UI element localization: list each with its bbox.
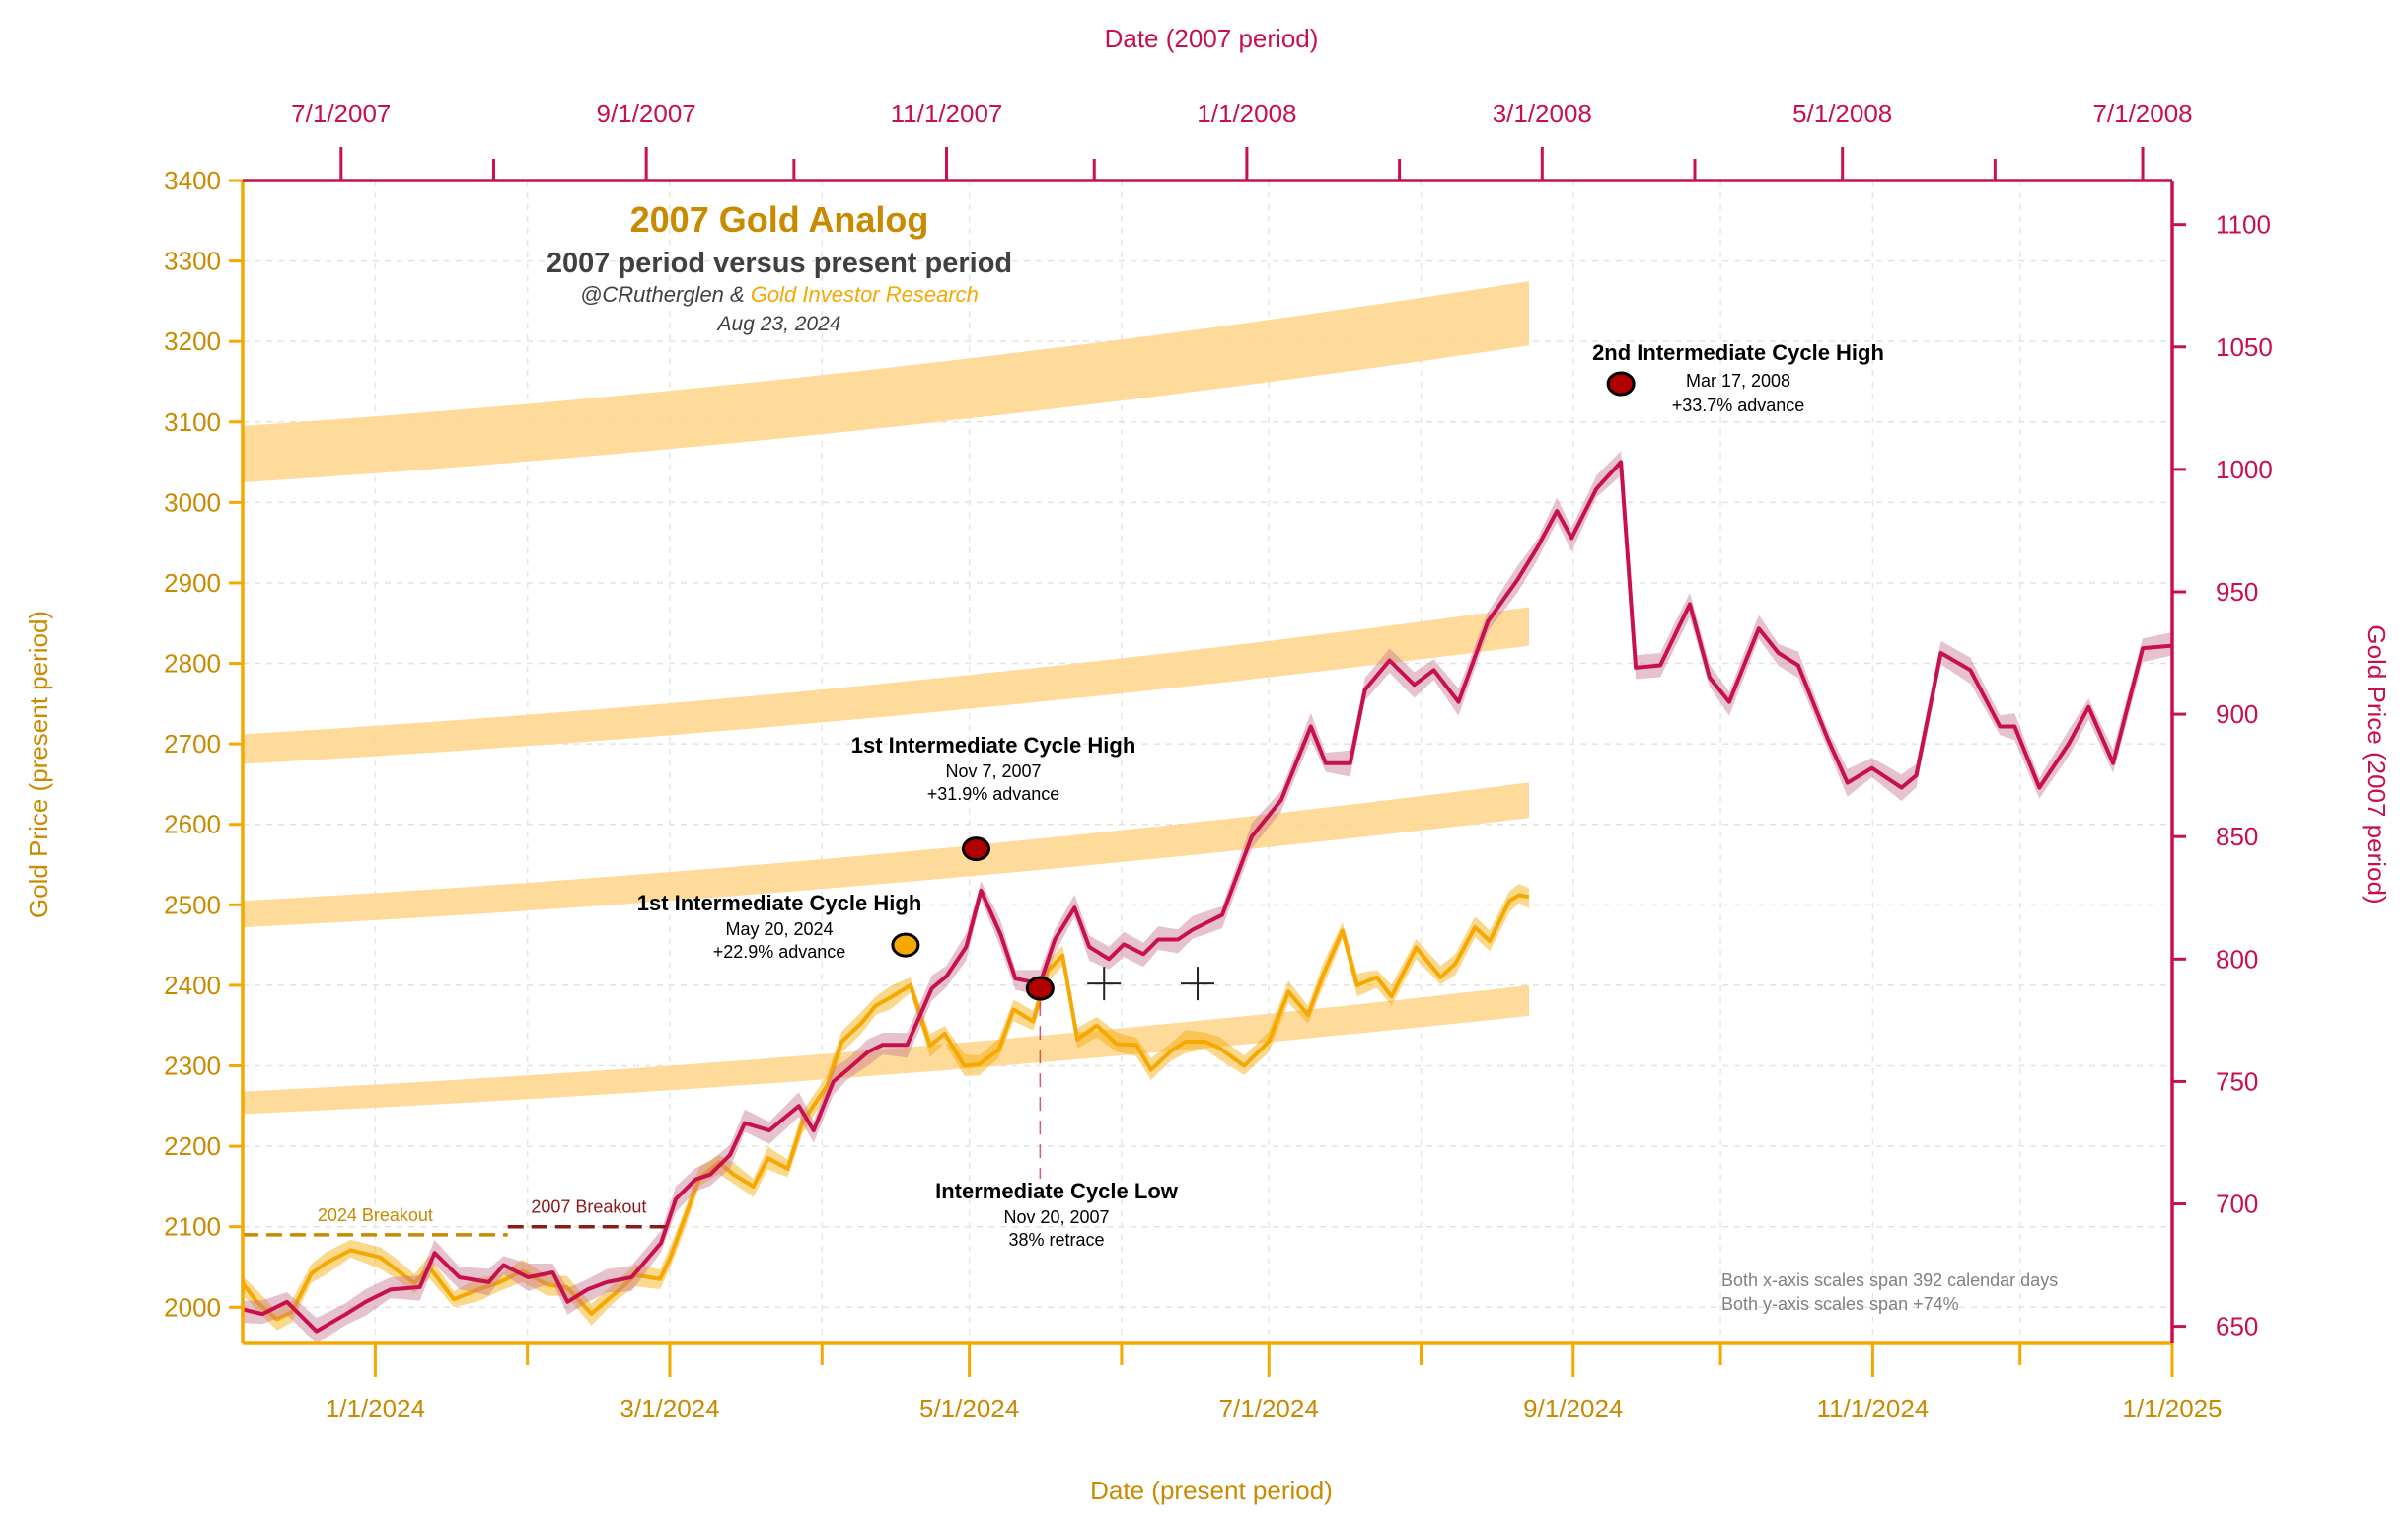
- chart-subtitle: 2007 period versus present period: [547, 248, 1012, 279]
- chart-date: Aug 23, 2024: [716, 313, 841, 335]
- ann-2nd-high-title: 2nd Intermediate Cycle High: [1592, 340, 1884, 365]
- x-bottom-tick-label: 5/1/2024: [919, 1394, 1019, 1423]
- ann-low-detail: 38% retrace: [1008, 1230, 1104, 1250]
- y-right-tick-label: 900: [2216, 699, 2258, 729]
- y-right-tick-label: 1000: [2216, 455, 2273, 484]
- resistance-band: [243, 281, 1529, 482]
- chart-title: 2007 Gold Analog: [630, 199, 929, 240]
- x-top-tick-label: 7/1/2008: [2092, 99, 2192, 128]
- y-left-tick-label: 2000: [164, 1292, 221, 1322]
- y-left-tick-label: 2100: [164, 1212, 221, 1242]
- ann-1st-high-2007-date: Nov 7, 2007: [945, 761, 1041, 781]
- ann-low-marker: [1025, 976, 1055, 1001]
- breakout-label: 2007 Breakout: [531, 1197, 646, 1217]
- x-bottom-tick-label: 9/1/2024: [1523, 1394, 1623, 1423]
- y-left-tick-label: 2800: [164, 649, 221, 679]
- x-bottom-tick-label: 1/1/2025: [2122, 1394, 2222, 1423]
- ann-1st-high-2024-detail: +22.9% advance: [713, 942, 846, 962]
- y-left-tick-label: 2200: [164, 1131, 221, 1161]
- y-left-axis-title: Gold Price (present period): [24, 611, 53, 918]
- x-bottom-tick-label: 11/1/2024: [1817, 1394, 1930, 1423]
- resistance-band: [243, 782, 1529, 928]
- ann-1st-high-2024-date: May 20, 2024: [725, 919, 833, 939]
- footnote-x-span: Both x-axis scales span 392 calendar day…: [1721, 1270, 2058, 1290]
- credit-brand: Gold Investor Research: [751, 282, 979, 307]
- credit-author: @CRutherglen &: [580, 282, 751, 307]
- y-left-tick-label: 3300: [164, 247, 221, 276]
- x-bottom-tick-label: 7/1/2024: [1219, 1394, 1319, 1423]
- footnote-y-span: Both y-axis scales span +74%: [1721, 1294, 1959, 1314]
- y-right-tick-label: 800: [2216, 944, 2258, 974]
- y-left-tick-label: 2400: [164, 971, 221, 1000]
- y-left-tick-label: 3200: [164, 326, 221, 356]
- y-left-tick-label: 3400: [164, 166, 221, 195]
- x-bottom-tick-label: 3/1/2024: [620, 1394, 719, 1423]
- y-left-tick-label: 2300: [164, 1051, 221, 1081]
- x-bottom-axis-title: Date (present period): [1090, 1476, 1333, 1505]
- ann-1st-high-2007-title: 1st Intermediate Cycle High: [851, 733, 1136, 758]
- resistance-band: [243, 607, 1529, 764]
- ann-1st-high-2007-detail: +31.9% advance: [927, 784, 1060, 804]
- ann-2nd-high-marker: [1606, 371, 1636, 397]
- y-left-tick-label: 2600: [164, 810, 221, 839]
- x-top-tick-label: 5/1/2008: [1792, 99, 1892, 128]
- y-right-tick-label: 700: [2216, 1190, 2258, 1219]
- breakout-label: 2024 Breakout: [318, 1205, 433, 1225]
- ann-low-title: Intermediate Cycle Low: [935, 1179, 1179, 1203]
- x-top-tick-label: 3/1/2008: [1493, 99, 1592, 128]
- y-right-tick-label: 1050: [2216, 332, 2273, 362]
- chart-credit: @CRutherglen & Gold Investor Research: [580, 282, 979, 307]
- resistance-band: [243, 984, 1529, 1115]
- ann-2nd-high-date: Mar 17, 2008: [1686, 371, 1790, 391]
- series-line: [241, 893, 1530, 1322]
- y-right-tick-label: 1100: [2216, 210, 2271, 240]
- series-line: [242, 460, 2173, 1334]
- y-right-tick-label: 850: [2216, 822, 2258, 851]
- ann-1st-high-2007-marker: [961, 836, 990, 862]
- y-right-tick-label: 750: [2216, 1066, 2258, 1096]
- x-bottom-tick-label: 1/1/2024: [326, 1394, 425, 1423]
- y-right-tick-label: 950: [2216, 577, 2258, 607]
- y-left-tick-label: 3000: [164, 487, 221, 517]
- y-left-tick-label: 2900: [164, 568, 221, 598]
- x-top-axis-title: Date (2007 period): [1105, 24, 1319, 53]
- y-left-tick-label: 2500: [164, 890, 221, 919]
- ann-1st-high-2024-title: 1st Intermediate Cycle High: [637, 891, 922, 915]
- x-top-tick-label: 9/1/2007: [597, 99, 696, 128]
- ann-low-date: Nov 20, 2007: [1003, 1207, 1109, 1227]
- y-right-tick-label: 650: [2216, 1312, 2258, 1341]
- y-right-axis-title: Gold Price (2007 period): [2362, 624, 2391, 904]
- x-top-tick-label: 1/1/2008: [1197, 99, 1296, 128]
- x-top-tick-label: 7/1/2007: [291, 99, 391, 128]
- ann-2nd-high-detail: +33.7% advance: [1672, 396, 1805, 415]
- y-left-tick-label: 3100: [164, 407, 221, 437]
- ann-1st-high-2024-marker: [891, 932, 920, 958]
- x-top-tick-label: 11/1/2007: [891, 99, 1003, 128]
- y-left-tick-label: 2700: [164, 729, 221, 759]
